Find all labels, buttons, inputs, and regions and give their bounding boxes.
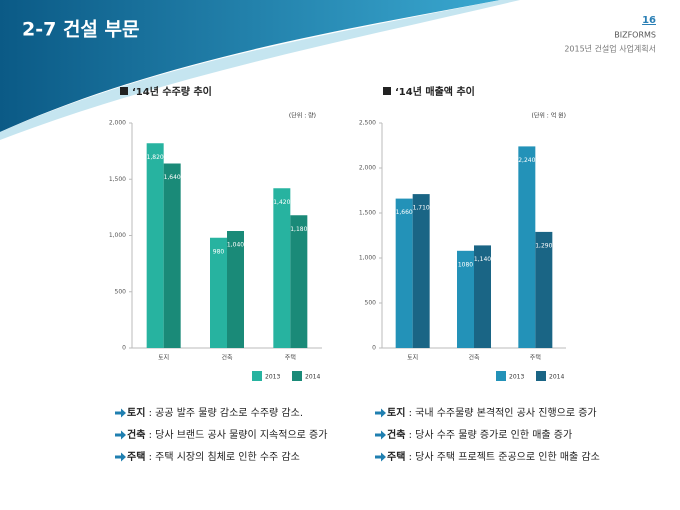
note: 토지 : 공공 발주 물량 감소로 수주량 감소. bbox=[127, 406, 303, 419]
arrow-icon bbox=[115, 452, 126, 462]
note-label: 토지 bbox=[387, 406, 405, 419]
x-tick-label: 건축 bbox=[468, 354, 480, 362]
title-bullet bbox=[383, 87, 391, 95]
y-tick-label: 2,000 bbox=[359, 165, 376, 172]
legend-swatch bbox=[536, 371, 546, 381]
y-tick-label: 0 bbox=[372, 345, 376, 352]
bar bbox=[273, 188, 291, 348]
brand: BIZFORMS bbox=[614, 31, 656, 40]
note-text: : 주택 시장의 침체로 인한 수주 감소 bbox=[145, 451, 299, 463]
bar bbox=[290, 215, 308, 348]
note-text: : 공공 발주 물량 감소로 수주량 감소. bbox=[145, 407, 303, 419]
legend-label: 2013 bbox=[509, 374, 524, 381]
value-label: 1,140 bbox=[474, 256, 491, 263]
bar bbox=[518, 146, 536, 348]
note-label: 주택 bbox=[127, 450, 145, 463]
x-tick-label: 토지 bbox=[158, 354, 169, 362]
note: 토지 : 국내 수주물량 본격적인 공사 진행으로 증가 bbox=[387, 406, 597, 419]
bar bbox=[395, 198, 413, 348]
value-label: 1,040 bbox=[227, 242, 244, 249]
title-bullet bbox=[120, 87, 128, 95]
note-text: : 당사 브랜드 공사 물량이 지속적으로 증가 bbox=[145, 429, 327, 441]
x-tick-label: 토지 bbox=[407, 354, 418, 362]
legend-swatch bbox=[292, 371, 302, 381]
page-title: 2-7 건설 부문 bbox=[22, 19, 139, 41]
y-tick-label: 1,500 bbox=[109, 176, 126, 183]
value-label: 1080 bbox=[458, 261, 473, 268]
note: 건축 : 당사 수주 물량 증가로 인한 매출 증가 bbox=[387, 428, 572, 441]
unit-label: (단위 : 억 원) bbox=[531, 112, 566, 120]
y-tick-label: 500 bbox=[115, 288, 127, 295]
value-label: 1,820 bbox=[147, 154, 164, 161]
arrow-icon bbox=[115, 430, 126, 440]
header-band bbox=[0, 0, 500, 132]
note-label: 건축 bbox=[387, 428, 405, 441]
note-label: 건축 bbox=[127, 428, 145, 441]
value-label: 1,710 bbox=[413, 205, 430, 212]
value-label: 980 bbox=[213, 248, 225, 255]
x-tick-label: 건축 bbox=[221, 354, 233, 362]
legend-label: 2014 bbox=[549, 374, 564, 381]
bar bbox=[412, 194, 430, 348]
note-text: : 당사 수주 물량 증가로 인한 매출 증가 bbox=[405, 429, 572, 441]
arrow-icon bbox=[115, 408, 126, 418]
bar bbox=[210, 237, 227, 348]
legend-label: 2014 bbox=[305, 374, 320, 381]
arrow-icon bbox=[375, 452, 386, 462]
y-tick-label: 1,500 bbox=[359, 210, 376, 217]
bar bbox=[474, 245, 491, 348]
note-text: : 국내 수주물량 본격적인 공사 진행으로 증가 bbox=[405, 406, 596, 419]
value-label: 1,420 bbox=[273, 199, 290, 206]
value-label: 1,640 bbox=[164, 174, 181, 181]
note-label: 주택 bbox=[387, 450, 405, 463]
y-tick-label: 500 bbox=[365, 300, 377, 307]
doc-title: 2015년 건설업 사업계획서 bbox=[564, 44, 656, 54]
value-label: 1,180 bbox=[290, 226, 307, 233]
value-label: 2,240 bbox=[518, 157, 535, 164]
y-tick-label: 1,000 bbox=[359, 255, 376, 262]
legend-swatch bbox=[252, 371, 262, 381]
bar bbox=[146, 143, 164, 348]
arrow-icon bbox=[375, 408, 386, 418]
arrow-icon bbox=[375, 430, 386, 440]
bar bbox=[457, 250, 474, 348]
note-label: 토지 bbox=[127, 406, 145, 419]
note-text: : 당사 주택 프로젝트 준공으로 인한 매출 감소 bbox=[405, 451, 599, 463]
bar bbox=[535, 231, 553, 348]
page-number: 16 bbox=[642, 15, 656, 26]
chart-title: ‘14년 수주량 추이 bbox=[132, 85, 212, 98]
value-label: 1,290 bbox=[535, 242, 552, 249]
legend-swatch bbox=[496, 371, 506, 381]
y-tick-label: 0 bbox=[122, 345, 126, 352]
chart-title: ‘14년 매출액 추이 bbox=[395, 85, 475, 98]
y-tick-label: 2,500 bbox=[359, 120, 376, 127]
note: 주택 : 당사 주택 프로젝트 준공으로 인한 매출 감소 bbox=[387, 450, 600, 463]
note: 건축 : 당사 브랜드 공사 물량이 지속적으로 증가 bbox=[127, 428, 327, 441]
x-tick-label: 주택 bbox=[285, 355, 296, 362]
value-label: 1,660 bbox=[396, 209, 413, 216]
bar bbox=[163, 163, 181, 348]
y-tick-label: 1,000 bbox=[109, 232, 126, 239]
x-tick-label: 주택 bbox=[530, 355, 541, 362]
unit-label: (단위 : 량) bbox=[289, 112, 316, 120]
note: 주택 : 주택 시장의 침체로 인한 수주 감소 bbox=[127, 450, 300, 463]
y-tick-label: 2,000 bbox=[109, 120, 126, 127]
bar bbox=[227, 231, 244, 348]
legend-label: 2013 bbox=[265, 374, 280, 381]
